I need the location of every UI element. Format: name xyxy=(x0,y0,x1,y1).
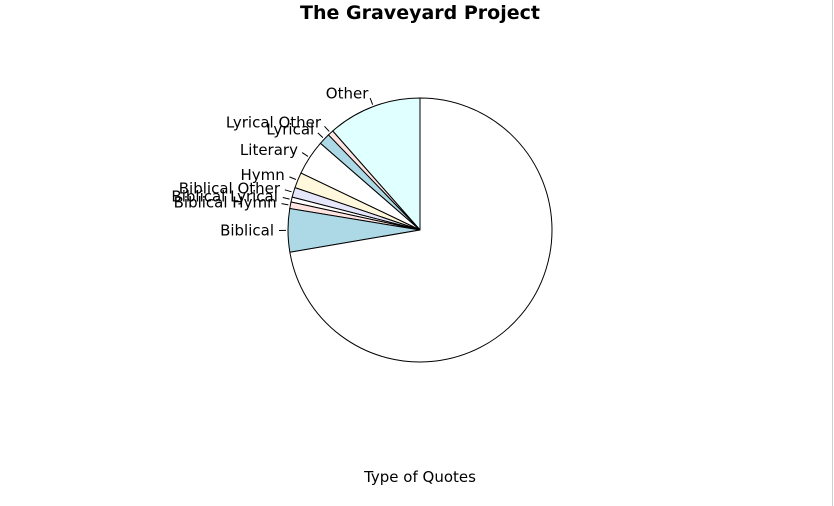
slice-label-literary: Literary xyxy=(240,141,298,159)
x-axis-label: Type of Quotes xyxy=(363,468,476,486)
slice-label-lyrical-other: Lyrical Other xyxy=(226,114,322,132)
chart-title: The Graveyard Project xyxy=(300,2,540,24)
pie-slices xyxy=(287,97,553,363)
right-edge-divider xyxy=(832,0,833,506)
slice-label-other: Other xyxy=(326,84,369,102)
leader-line-literary xyxy=(301,152,309,157)
slice-label-lyrical: Lyrical xyxy=(266,120,314,138)
slice-label-biblical: Biblical xyxy=(220,221,274,239)
leader-line-hymn xyxy=(289,176,297,180)
leader-line-biblical-other xyxy=(284,189,292,193)
slice-label-biblical-hymn: Biblical Hymn xyxy=(174,194,277,212)
leader-line-lyrical xyxy=(317,132,324,139)
pie-slice-other xyxy=(332,97,421,232)
leader-line-other xyxy=(369,97,374,105)
leader-line-lyrical-other xyxy=(324,125,330,132)
slice-label-hymn: Hymn xyxy=(240,166,284,184)
slice-label-biblical-other: Biblical Other xyxy=(179,179,281,197)
pie-slice-unlabeled xyxy=(289,97,553,363)
slice-label-biblical-lyrical: Biblical Lyrical xyxy=(171,187,278,205)
leader-line-biblical-lyrical xyxy=(282,197,290,200)
leader-line-biblical-hymn xyxy=(281,203,289,206)
